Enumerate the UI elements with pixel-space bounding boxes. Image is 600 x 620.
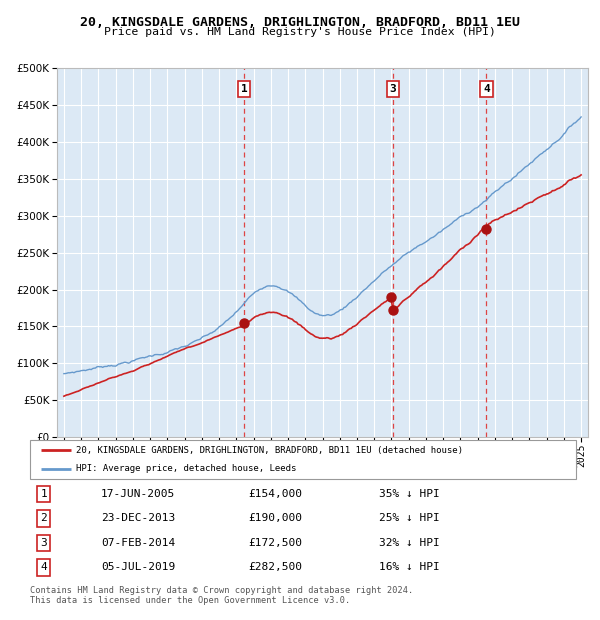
Text: 1: 1 bbox=[40, 489, 47, 499]
Text: 4: 4 bbox=[483, 84, 490, 94]
Text: 20, KINGSDALE GARDENS, DRIGHLINGTON, BRADFORD, BD11 1EU (detached house): 20, KINGSDALE GARDENS, DRIGHLINGTON, BRA… bbox=[76, 446, 463, 454]
Text: 16% ↓ HPI: 16% ↓ HPI bbox=[379, 562, 440, 572]
Text: 3: 3 bbox=[40, 538, 47, 548]
Text: £154,000: £154,000 bbox=[248, 489, 302, 499]
Text: 35% ↓ HPI: 35% ↓ HPI bbox=[379, 489, 440, 499]
Text: 32% ↓ HPI: 32% ↓ HPI bbox=[379, 538, 440, 548]
Text: 05-JUL-2019: 05-JUL-2019 bbox=[101, 562, 175, 572]
Text: 4: 4 bbox=[40, 562, 47, 572]
Text: 23-DEC-2013: 23-DEC-2013 bbox=[101, 513, 175, 523]
Text: 25% ↓ HPI: 25% ↓ HPI bbox=[379, 513, 440, 523]
Text: HPI: Average price, detached house, Leeds: HPI: Average price, detached house, Leed… bbox=[76, 464, 297, 473]
Text: 07-FEB-2014: 07-FEB-2014 bbox=[101, 538, 175, 548]
Text: Price paid vs. HM Land Registry's House Price Index (HPI): Price paid vs. HM Land Registry's House … bbox=[104, 27, 496, 37]
Text: Contains HM Land Registry data © Crown copyright and database right 2024.
This d: Contains HM Land Registry data © Crown c… bbox=[30, 586, 413, 605]
FancyBboxPatch shape bbox=[30, 440, 576, 479]
Text: 1: 1 bbox=[241, 84, 248, 94]
Text: 17-JUN-2005: 17-JUN-2005 bbox=[101, 489, 175, 499]
Text: 2: 2 bbox=[40, 513, 47, 523]
Text: 20, KINGSDALE GARDENS, DRIGHLINGTON, BRADFORD, BD11 1EU: 20, KINGSDALE GARDENS, DRIGHLINGTON, BRA… bbox=[80, 16, 520, 29]
Text: £172,500: £172,500 bbox=[248, 538, 302, 548]
Text: £282,500: £282,500 bbox=[248, 562, 302, 572]
Text: £190,000: £190,000 bbox=[248, 513, 302, 523]
Text: 3: 3 bbox=[389, 84, 397, 94]
